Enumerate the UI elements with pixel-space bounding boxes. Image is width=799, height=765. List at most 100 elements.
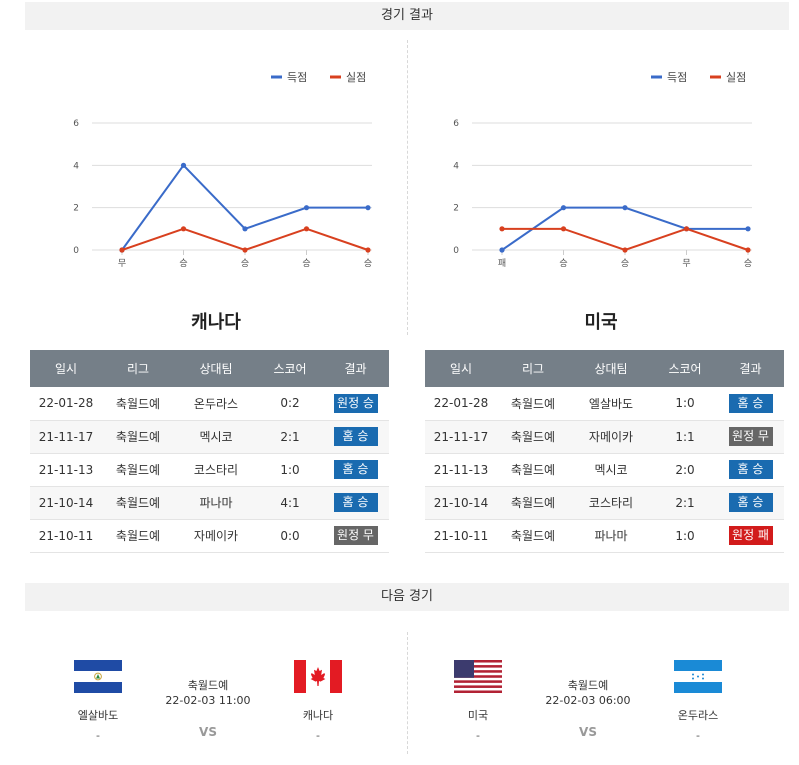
cell-result: 홈 승 bbox=[322, 453, 389, 487]
col-result-header: 결과 bbox=[717, 350, 784, 387]
goals-data-point[interactable] bbox=[180, 162, 187, 168]
goals-data-point[interactable] bbox=[242, 226, 248, 232]
cell-league: 축월드예 bbox=[102, 420, 174, 454]
result-badge: 홈 승 bbox=[728, 393, 773, 413]
conceded-series-line bbox=[121, 227, 369, 252]
legend-label[interactable]: 득점 bbox=[287, 71, 307, 84]
goals-data-point[interactable] bbox=[365, 205, 371, 211]
conceded-data-point[interactable] bbox=[365, 247, 371, 253]
cell-league: 축월드예 bbox=[102, 387, 174, 421]
legend-label[interactable]: 실점 bbox=[346, 71, 366, 84]
table-row[interactable]: 21-10-14 축월드예 파나마 4:1 홈 승 bbox=[30, 486, 389, 520]
result-badge: 홈 승 bbox=[728, 493, 773, 512]
conceded-data-point[interactable] bbox=[683, 226, 690, 232]
cell-league: 축월드예 bbox=[497, 387, 569, 421]
cell-result: 원정 승 bbox=[322, 387, 389, 421]
col-opponent-header: 상대팀 bbox=[174, 350, 258, 387]
result-badge: 원정 무 bbox=[333, 526, 378, 545]
cell-date: 22-01-28 bbox=[30, 387, 102, 421]
col-score-header: 스코어 bbox=[653, 350, 717, 387]
match-info: 축월드예 22-02-03 06:00 bbox=[526, 678, 650, 708]
conceded-data-point[interactable] bbox=[119, 247, 125, 253]
conceded-data-point[interactable] bbox=[303, 226, 310, 232]
usa-recent-form-chart: 득점 실점 0 2 4 6 패 승 승 무 승 bbox=[430, 60, 790, 280]
x-tick-label: 무 bbox=[118, 258, 126, 269]
results-section-title: 경기 결과 bbox=[25, 2, 789, 30]
table-row[interactable]: 21-10-11 축월드예 파나마 1:0 원정 패 bbox=[425, 519, 784, 553]
home-team-score: - bbox=[96, 729, 100, 742]
goals-data-point[interactable] bbox=[499, 247, 505, 253]
conceded-data-point[interactable] bbox=[622, 247, 628, 253]
cell-opponent: 엘살바도 bbox=[569, 387, 653, 421]
result-badge: 원정 패 bbox=[728, 526, 773, 545]
conceded-data-point[interactable] bbox=[560, 226, 567, 232]
cell-result: 홈 승 bbox=[717, 387, 784, 421]
cell-opponent: 온두라스 bbox=[174, 387, 258, 421]
home-team[interactable]: 미국 - bbox=[430, 660, 526, 742]
x-tick-label: 승 bbox=[364, 258, 372, 269]
x-tick-label: 승 bbox=[744, 258, 752, 269]
conceded-data-point[interactable] bbox=[745, 247, 751, 253]
column-divider bbox=[407, 40, 408, 335]
y-tick-label: 6 bbox=[73, 119, 79, 129]
home-team[interactable]: 엘살바도 - bbox=[50, 660, 146, 742]
table-row[interactable]: 21-10-11 축월드예 자메이카 0:0 원정 무 bbox=[30, 519, 389, 553]
goals-data-point[interactable] bbox=[622, 205, 628, 211]
cell-opponent: 자메이카 bbox=[174, 519, 258, 553]
cell-score: 1:0 bbox=[258, 453, 322, 487]
cell-date: 21-10-11 bbox=[425, 519, 497, 553]
table-row[interactable]: 21-10-14 축월드예 코스타리 2:1 홈 승 bbox=[425, 486, 784, 520]
legend-label[interactable]: 득점 bbox=[667, 71, 687, 84]
table-row[interactable]: 22-01-28 축월드예 온두라스 0:2 원정 승 bbox=[30, 387, 389, 421]
next-match-card[interactable]: 엘살바도 - 축월드예 22-02-03 11:00 VS 캐나다 - bbox=[50, 650, 370, 750]
cell-score: 1:0 bbox=[653, 519, 717, 553]
table-row[interactable]: 21-11-13 축월드예 코스타리 1:0 홈 승 bbox=[30, 453, 389, 487]
conceded-data-point[interactable] bbox=[499, 226, 505, 232]
match-league: 축월드예 bbox=[187, 679, 229, 692]
cell-score: 1:1 bbox=[653, 420, 717, 454]
away-team[interactable]: 캐나다 - bbox=[270, 660, 366, 742]
x-tick-label: 패 bbox=[498, 258, 506, 269]
x-tick-label: 승 bbox=[559, 258, 567, 269]
x-tick-label: 승 bbox=[179, 258, 187, 269]
goals-data-point[interactable] bbox=[745, 226, 751, 232]
match-datetime: 22-02-03 06:00 bbox=[545, 694, 631, 707]
cell-league: 축월드예 bbox=[102, 486, 174, 520]
conceded-data-point[interactable] bbox=[180, 226, 187, 232]
table-row[interactable]: 21-11-13 축월드예 멕시코 2:0 홈 승 bbox=[425, 453, 784, 487]
y-tick-label: 0 bbox=[73, 246, 79, 256]
conceded-series-line bbox=[502, 227, 749, 252]
away-team-name: 온두라스 bbox=[677, 709, 719, 722]
cell-opponent: 코스타리 bbox=[569, 486, 653, 520]
table-row[interactable]: 21-11-17 축월드예 멕시코 2:1 홈 승 bbox=[30, 420, 389, 454]
canada-team-title: 캐나다 bbox=[191, 312, 241, 333]
usa-flag-icon bbox=[454, 660, 502, 693]
column-divider bbox=[407, 632, 408, 754]
cell-score: 0:0 bbox=[258, 519, 322, 553]
legend-label[interactable]: 실점 bbox=[726, 71, 746, 84]
next-match-card[interactable]: 미국 - 축월드예 22-02-03 06:00 VS 온두라스 - bbox=[430, 650, 750, 750]
goals-data-point[interactable] bbox=[303, 205, 310, 211]
table-row[interactable]: 22-01-28 축월드예 엘살바도 1:0 홈 승 bbox=[425, 387, 784, 421]
y-tick-label: 2 bbox=[453, 204, 459, 214]
cell-league: 축월드예 bbox=[497, 420, 569, 454]
cell-opponent: 파나마 bbox=[174, 486, 258, 520]
usa-team-title: 미국 bbox=[584, 312, 618, 333]
home-team-score: - bbox=[476, 729, 480, 742]
cell-league: 축월드예 bbox=[497, 486, 569, 520]
cell-date: 21-10-14 bbox=[30, 486, 102, 520]
cell-date: 21-10-14 bbox=[425, 486, 497, 520]
cell-score: 1:0 bbox=[653, 387, 717, 421]
away-team[interactable]: 온두라스 - bbox=[650, 660, 746, 742]
table-row[interactable]: 21-11-17 축월드예 자메이카 1:1 원정 무 bbox=[425, 420, 784, 454]
cell-league: 축월드예 bbox=[102, 519, 174, 553]
x-tick-label: 무 bbox=[682, 258, 690, 269]
cell-score: 2:1 bbox=[653, 486, 717, 520]
col-league-header: 리그 bbox=[497, 350, 569, 387]
cell-date: 21-10-11 bbox=[30, 519, 102, 553]
away-team-score: - bbox=[316, 729, 320, 742]
goals-data-point[interactable] bbox=[560, 205, 567, 211]
y-tick-label: 4 bbox=[453, 161, 459, 171]
conceded-data-point[interactable] bbox=[242, 247, 248, 253]
